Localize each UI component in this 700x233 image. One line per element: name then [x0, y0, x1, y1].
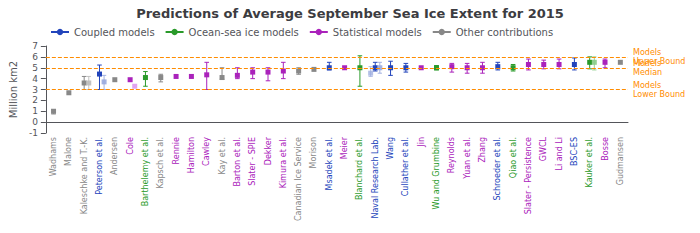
svg-text:Models: Models: [633, 59, 661, 68]
svg-text:BSC-ES: BSC-ES: [570, 137, 579, 166]
svg-text:Coupled models: Coupled models: [74, 27, 155, 38]
svg-text:Wang: Wang: [386, 137, 395, 159]
svg-text:Andersen: Andersen: [110, 137, 119, 175]
svg-text:Kimura et al.: Kimura et al.: [279, 137, 288, 188]
svg-text:Million km2: Million km2: [8, 61, 19, 118]
svg-text:6: 6: [32, 52, 38, 62]
svg-text:Predictions of Average Septemb: Predictions of Average September Sea Ice…: [136, 6, 564, 21]
svg-text:Kauker et al.: Kauker et al.: [585, 137, 594, 187]
svg-text:Yuan et al.: Yuan et al.: [463, 137, 472, 180]
svg-text:Gudmansen: Gudmansen: [616, 137, 625, 185]
svg-text:Schroeder et al.: Schroeder et al.: [493, 137, 502, 201]
svg-text:Peterson et al.: Peterson et al.: [95, 137, 104, 195]
svg-text:7: 7: [32, 41, 38, 51]
svg-text:Other contributions: Other contributions: [456, 27, 553, 38]
svg-text:4: 4: [32, 74, 38, 84]
svg-text:Ocean-sea ice models: Ocean-sea ice models: [189, 27, 299, 38]
svg-text:Blanchard et al.: Blanchard et al.: [355, 137, 364, 200]
svg-text:Barthelemy et al.: Barthelemy et al.: [141, 137, 150, 206]
svg-text:Dekker: Dekker: [264, 136, 273, 165]
svg-text:-1: -1: [29, 128, 38, 138]
svg-text:Malone: Malone: [64, 137, 73, 166]
svg-text:Wu and Grumbine: Wu and Grumbine: [432, 137, 441, 210]
svg-text:Msadek et al.: Msadek et al.: [325, 137, 334, 190]
svg-text:Cole: Cole: [126, 137, 135, 155]
svg-text:Meier: Meier: [340, 136, 349, 159]
svg-text:Canadian Ice Service: Canadian Ice Service: [294, 137, 303, 221]
svg-text:Bosse: Bosse: [601, 137, 610, 161]
svg-text:Hamilton: Hamilton: [187, 137, 196, 173]
svg-text:Cawley: Cawley: [202, 137, 211, 166]
svg-text:Barton et al.: Barton et al.: [233, 137, 242, 187]
svg-text:Median: Median: [633, 68, 662, 77]
svg-text:2: 2: [32, 95, 38, 105]
svg-text:Kaleschke and T.-K.: Kaleschke and T.-K.: [80, 137, 89, 214]
svg-text:Naval Research Lab.: Naval Research Lab.: [371, 137, 380, 219]
svg-text:3: 3: [32, 85, 38, 95]
svg-text:Models: Models: [633, 81, 661, 90]
svg-text:Rennie: Rennie: [172, 137, 181, 164]
svg-text:Lower Bound: Lower Bound: [633, 90, 685, 99]
svg-text:Reynolds: Reynolds: [447, 137, 456, 173]
svg-text:Slater - SPIE: Slater - SPIE: [248, 137, 257, 186]
svg-text:Wadhams: Wadhams: [49, 137, 58, 176]
svg-text:Jin: Jin: [417, 137, 426, 148]
svg-text:Cullather et al.: Cullather et al.: [401, 137, 410, 196]
svg-text:Morison: Morison: [309, 137, 318, 168]
svg-text:Zhang: Zhang: [478, 137, 487, 163]
svg-text:GWCL: GWCL: [539, 136, 548, 161]
svg-text:Models: Models: [633, 48, 661, 57]
svg-text:Statistical models: Statistical models: [333, 27, 422, 38]
svg-text:Li and Li: Li and Li: [555, 137, 564, 171]
svg-text:Qiao et al.: Qiao et al.: [509, 137, 518, 178]
svg-text:Kay et al.: Kay et al.: [218, 137, 227, 175]
svg-text:5: 5: [32, 63, 38, 73]
svg-text:0: 0: [32, 117, 38, 127]
svg-text:1: 1: [32, 106, 38, 116]
svg-text:Slater - Persistence: Slater - Persistence: [524, 137, 533, 214]
svg-text:Kapsch et al.: Kapsch et al.: [156, 137, 165, 189]
